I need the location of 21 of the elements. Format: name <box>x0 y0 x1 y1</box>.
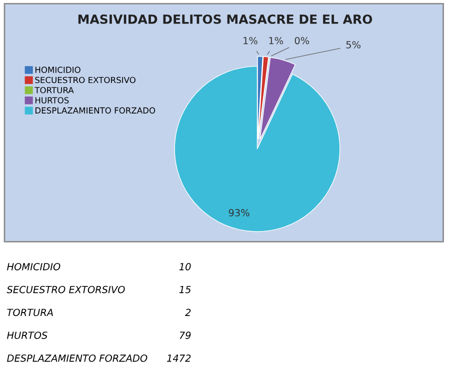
legend-label: HOMICIDIO <box>35 66 80 73</box>
text: HOMICIDIO <box>7 262 60 270</box>
legend-label: TORTURA <box>34 86 74 94</box>
data-label: 1% <box>244 36 258 44</box>
legend-label: SECUESTRO EXTORSIVO <box>35 76 136 84</box>
text: HURTOS <box>7 332 48 339</box>
data-label: 1% <box>269 36 284 44</box>
data-label: 93% <box>228 209 250 216</box>
text: 0% <box>294 36 310 44</box>
chart-title: MASIVIDAD DELITOS MASACRE DE EL ARO <box>78 14 372 24</box>
text: 15 <box>179 286 191 294</box>
text: 2 <box>185 308 191 316</box>
text: 10 <box>179 262 191 270</box>
text: SECUESTRO EXTORSIVO <box>6 286 125 294</box>
legend-label: HURTOS <box>35 97 69 104</box>
text: 79 <box>180 332 191 339</box>
text: DESPLAZAMIENTO FORZADO <box>7 354 148 362</box>
text: TORTURA <box>7 308 53 316</box>
legend-label: DESPLAZAMIENTO FORZADO <box>35 107 156 114</box>
data-label: 5% <box>346 41 360 48</box>
text: 1472 <box>166 354 191 362</box>
